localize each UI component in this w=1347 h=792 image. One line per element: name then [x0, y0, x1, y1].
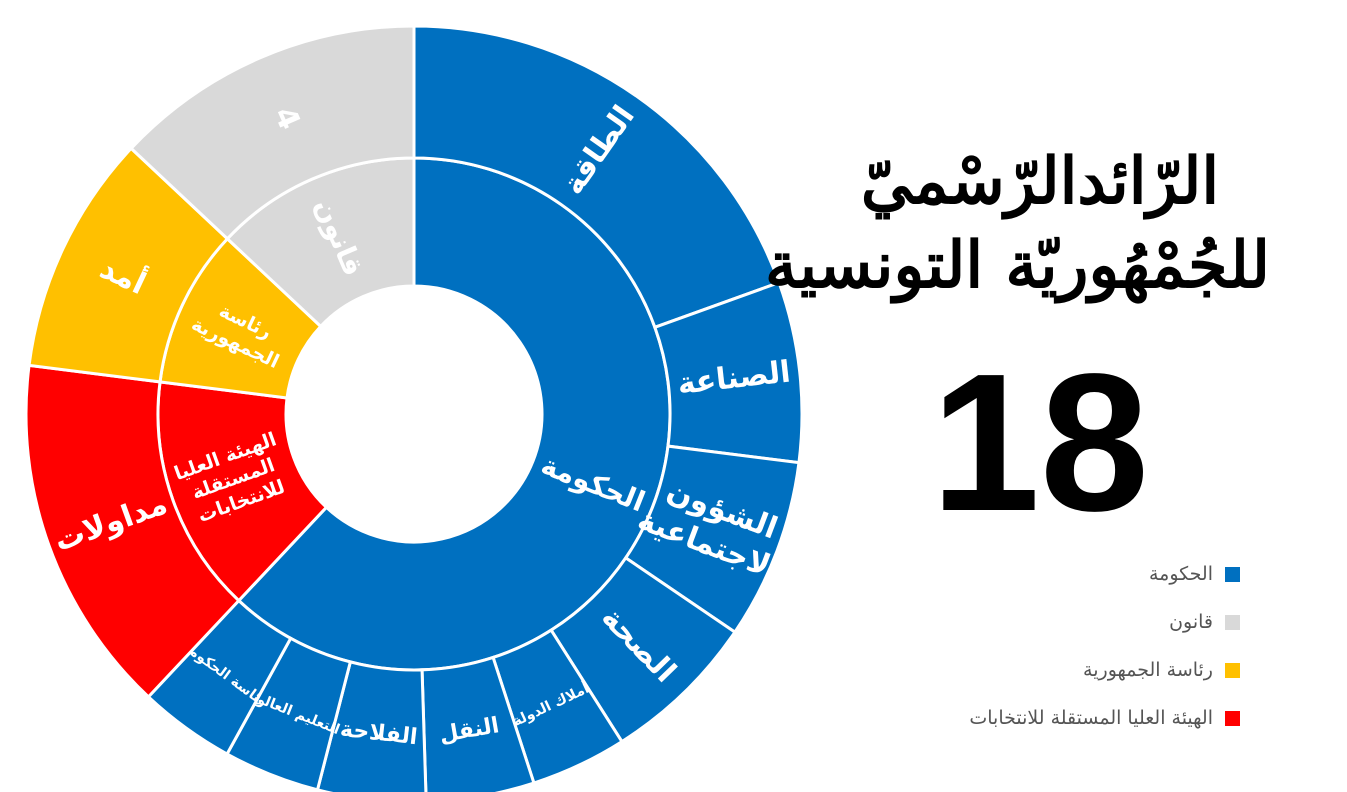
legend-item-presidency: رئاسة الجمهورية [900, 646, 1240, 694]
legend-item-election-authority: الهيئة العليا المستقلة للانتخابات [900, 694, 1240, 742]
title-line-1: الرّائدالرّسْميّ [860, 144, 1220, 219]
legend-label-election-authority: الهيئة العليا المستقلة للانتخابات [969, 707, 1213, 729]
chart-legend: الحكومة قانون رئاسة الجمهورية الهيئة الع… [900, 550, 1240, 742]
legend-swatch-law [1225, 614, 1240, 630]
legend-swatch-government [1225, 566, 1240, 582]
legend-label-law: قانون [1169, 611, 1213, 633]
legend-label-government: الحكومة [1148, 563, 1213, 585]
legend-item-law: قانون [900, 598, 1240, 646]
title-line-2: للجُمْهُوريّة التونسية [764, 228, 1270, 303]
outer-ring-segment-0 [412, 24, 781, 330]
legend-swatch-presidency [1225, 662, 1240, 678]
legend-item-government: الحكومة [900, 550, 1240, 598]
legend-swatch-election-authority [1225, 710, 1240, 726]
legend-label-presidency: رئاسة الجمهورية [1083, 659, 1213, 681]
outer-ring-segment-11 [129, 24, 416, 241]
journal-title: الرّائدالرّسْميّ للجُمْهُوريّة التونسية [764, 140, 1270, 308]
issue-number: 18 [930, 333, 1149, 552]
